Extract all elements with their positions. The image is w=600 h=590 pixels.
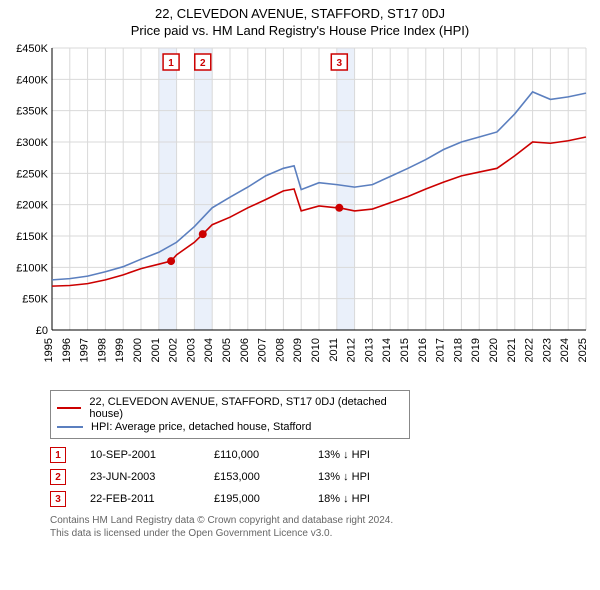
x-axis-label: 2017 <box>435 338 447 362</box>
sale-price: £153,000 <box>214 471 294 483</box>
chart-title-line2: Price paid vs. HM Land Registry's House … <box>8 23 592 38</box>
sale-row: 1 10-SEP-2001 £110,000 13% ↓ HPI <box>50 447 592 463</box>
x-axis-label: 2019 <box>470 338 482 362</box>
price-chart: £0 £50K £100K £150K £200K £250K £300K £350K £400… <box>8 44 592 384</box>
sale-marker-icon: 3 <box>50 491 66 507</box>
sale-diff: 18% ↓ HPI <box>318 493 408 505</box>
x-axis-label: 2023 <box>541 338 553 362</box>
x-axis-label: 2016 <box>417 338 429 362</box>
sale-diff: 13% ↓ HPI <box>318 449 408 461</box>
sale-marker-number: 2 <box>200 58 206 69</box>
y-axis-label: £250K <box>16 168 48 180</box>
sale-row: 2 23-JUN-2003 £153,000 13% ↓ HPI <box>50 469 592 485</box>
x-axis-label: 2020 <box>488 338 500 362</box>
sale-point <box>199 230 207 238</box>
sale-price: £110,000 <box>214 449 294 461</box>
sale-price: £195,000 <box>214 493 294 505</box>
sale-date: 10-SEP-2001 <box>90 449 190 461</box>
highlight-band <box>159 48 177 330</box>
x-axis-label: 2002 <box>168 338 180 362</box>
x-axis-label: 2008 <box>274 338 286 362</box>
sale-marker-number: 1 <box>168 58 174 69</box>
x-axis-label: 2009 <box>292 338 304 362</box>
x-axis-label: 2011 <box>328 338 340 362</box>
x-axis-label: 2013 <box>363 338 375 362</box>
y-axis-label: £0 <box>36 325 48 337</box>
x-axis-label: 1996 <box>61 338 73 362</box>
y-axis-label: £300K <box>16 137 48 149</box>
x-axis-label: 2015 <box>399 338 411 362</box>
x-axis-label: 2005 <box>221 338 233 362</box>
sale-point <box>335 204 343 212</box>
footer-line2: This data is licensed under the Open Gov… <box>50 528 580 541</box>
x-axis-label: 2000 <box>132 338 144 362</box>
y-axis-label: £450K <box>16 44 48 55</box>
highlight-band <box>194 48 212 330</box>
footer-line1: Contains HM Land Registry data © Crown c… <box>50 515 580 528</box>
y-axis-label: £100K <box>16 262 48 274</box>
sale-point <box>167 257 175 265</box>
x-axis-label: 2014 <box>381 338 393 362</box>
x-axis-label: 2024 <box>559 338 571 362</box>
legend: 22, CLEVEDON AVENUE, STAFFORD, ST17 0DJ … <box>50 390 410 439</box>
x-axis-label: 2006 <box>239 338 251 362</box>
legend-label: HPI: Average price, detached house, Staf… <box>91 421 311 433</box>
x-axis-label: 1997 <box>79 338 91 362</box>
sale-date: 23-JUN-2003 <box>90 471 190 483</box>
legend-label: 22, CLEVEDON AVENUE, STAFFORD, ST17 0DJ … <box>89 396 403 420</box>
x-axis-label: 1998 <box>96 338 108 362</box>
sale-date: 22-FEB-2011 <box>90 493 190 505</box>
x-axis-label: 2010 <box>310 338 322 362</box>
x-axis-label: 1999 <box>114 338 126 362</box>
legend-row: 22, CLEVEDON AVENUE, STAFFORD, ST17 0DJ … <box>57 396 403 420</box>
y-axis-label: £50K <box>22 294 48 306</box>
sale-marker-icon: 1 <box>50 447 66 463</box>
x-axis-label: 2004 <box>203 338 215 362</box>
x-axis-label: 2022 <box>524 338 536 362</box>
y-axis-label: £150K <box>16 231 48 243</box>
legend-row: HPI: Average price, detached house, Staf… <box>57 421 403 433</box>
data-attribution: Contains HM Land Registry data © Crown c… <box>50 515 580 540</box>
sale-diff: 13% ↓ HPI <box>318 471 408 483</box>
chart-title-line1: 22, CLEVEDON AVENUE, STAFFORD, ST17 0DJ <box>8 6 592 21</box>
legend-swatch <box>57 426 83 428</box>
sales-table: 1 10-SEP-2001 £110,000 13% ↓ HPI 2 23-JUN-200… <box>50 447 592 507</box>
x-axis-label: 2025 <box>577 338 589 362</box>
x-axis-label: 2001 <box>150 338 162 362</box>
x-axis-label: 2012 <box>346 338 358 362</box>
legend-swatch <box>57 407 81 409</box>
x-axis-label: 2021 <box>506 338 518 362</box>
sale-marker-icon: 2 <box>50 469 66 485</box>
y-axis-label: £200K <box>16 200 48 212</box>
sale-row: 3 22-FEB-2011 £195,000 18% ↓ HPI <box>50 491 592 507</box>
y-axis-label: £400K <box>16 74 48 86</box>
sale-marker-number: 3 <box>337 58 343 69</box>
x-axis-label: 2003 <box>185 338 197 362</box>
highlight-band <box>337 48 355 330</box>
x-axis-label: 1995 <box>43 338 55 362</box>
y-axis-label: £350K <box>16 106 48 118</box>
x-axis-label: 2007 <box>257 338 269 362</box>
x-axis-label: 2018 <box>452 338 464 362</box>
